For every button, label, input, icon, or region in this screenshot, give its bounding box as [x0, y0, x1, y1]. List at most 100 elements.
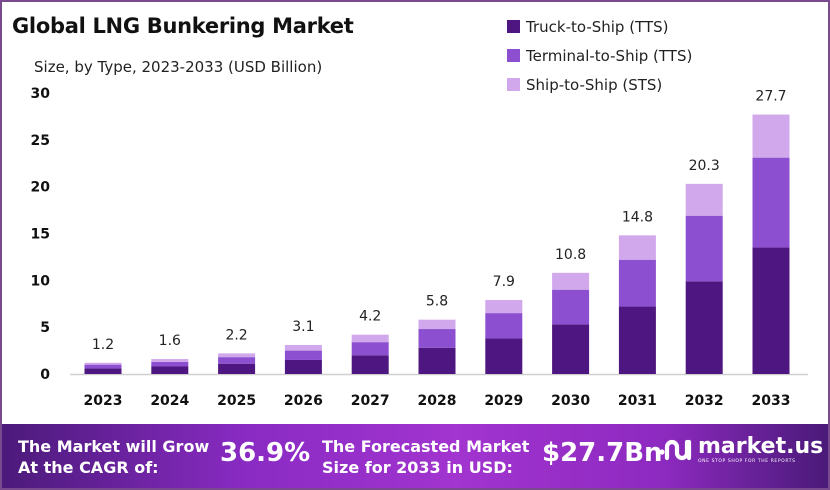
bar-segment-terminal-to-ship-tts: [685, 215, 723, 282]
brand-name: market.us: [698, 434, 824, 459]
bar-segment-ship-to-ship-sts: [284, 344, 322, 351]
bar-segment-ship-to-ship-sts: [151, 359, 189, 362]
x-axis: 2023 2024 2025 2026 2027 2028 2029 2030 2031 2032…: [84, 393, 791, 409]
bar-segment-truck-to-ship-tts: [218, 363, 256, 374]
bar-stack-2030: [552, 272, 590, 374]
bar-segment-terminal-to-ship-tts: [752, 157, 790, 248]
legend-item-truck-to-ship: Truck-to-Ship (TTS): [507, 12, 692, 41]
summary-banner: The Market will Grow At the CAGR of: 36.…: [2, 424, 828, 488]
data-label: 14.8: [622, 209, 653, 225]
data-label: 3.1: [292, 319, 314, 335]
y-tick-label: 0: [40, 367, 50, 383]
bar-stack-2023: [84, 362, 122, 374]
bar-stack-2032: [685, 183, 723, 374]
bar-segment-truck-to-ship-tts: [418, 347, 456, 374]
x-tick-label: 2027: [351, 393, 390, 409]
x-tick-label: 2033: [752, 393, 791, 409]
y-tick-label: 20: [31, 180, 51, 196]
y-tick-label: 25: [31, 133, 50, 149]
cagr-caption: The Market will Grow At the CAGR of:: [18, 436, 209, 478]
bar-segment-truck-to-ship-tts: [351, 355, 389, 374]
x-tick-label: 2025: [217, 393, 256, 409]
brand-logo[interactable]: market.us ONE STOP SHOP FOR THE REPORTS: [658, 436, 823, 464]
bars: 1.2 1.6 2.2 3.1 4.2 5.8 7.9 10.8 14.8 20.3 27.7: [84, 89, 790, 374]
y-tick-label: 30: [31, 86, 51, 102]
x-tick-label: 2031: [618, 393, 657, 409]
bar-segment-truck-to-ship-tts: [151, 366, 189, 374]
data-label: 1.6: [159, 333, 181, 349]
market-us-logo-icon: [659, 439, 692, 461]
bar-segment-truck-to-ship-tts: [685, 281, 723, 374]
data-label: 2.2: [225, 327, 247, 343]
bar-segment-ship-to-ship-sts: [84, 362, 122, 365]
brand-text: market.us ONE STOP SHOP FOR THE REPORTS: [698, 434, 824, 465]
forecast-caption-line2: Size for 2033 in USD:: [322, 458, 513, 477]
legend-item-ship-to-ship: Ship-to-Ship (STS): [507, 70, 692, 99]
chart-subtitle: Size, by Type, 2023-2033 (USD Billion): [34, 58, 323, 76]
bar-segment-ship-to-ship-sts: [218, 353, 256, 358]
x-tick-label: 2028: [418, 393, 457, 409]
bar-segment-ship-to-ship-sts: [552, 272, 590, 290]
bar-segment-ship-to-ship-sts: [418, 319, 456, 330]
bar-segment-terminal-to-ship-tts: [151, 361, 189, 367]
forecast-value: $27.7Bn: [542, 438, 663, 468]
bar-stack-2033: [752, 114, 790, 374]
legend-swatch-terminal-to-ship: [507, 49, 520, 62]
legend: Truck-to-Ship (TTS) Terminal-to-Ship (TT…: [507, 12, 692, 99]
y-tick-label: 10: [31, 273, 51, 289]
bar-stack-2027: [351, 334, 389, 374]
bar-segment-terminal-to-ship-tts: [618, 259, 656, 307]
bar-segment-truck-to-ship-tts: [752, 247, 790, 374]
data-label: 7.9: [493, 274, 515, 290]
forecast-caption-line1: The Forecasted Market: [322, 437, 530, 456]
bar-segment-truck-to-ship-tts: [618, 306, 656, 374]
bar-segment-terminal-to-ship-tts: [485, 313, 523, 339]
cagr-caption-line1: The Market will Grow: [18, 437, 210, 456]
bar-segment-terminal-to-ship-tts: [284, 350, 322, 360]
bar-stack-2024: [151, 359, 189, 374]
bar-stack-2026: [284, 344, 322, 374]
bar-segment-truck-to-ship-tts: [552, 324, 590, 374]
y-axis: 0 5 10 15 20 25 30: [31, 86, 51, 383]
legend-item-terminal-to-ship: Terminal-to-Ship (TTS): [507, 41, 692, 70]
bar-stack-2025: [218, 353, 256, 374]
bar-segment-terminal-to-ship-tts: [218, 357, 256, 364]
brand-tagline: ONE STOP SHOP FOR THE REPORTS: [698, 459, 796, 464]
y-tick-label: 15: [31, 227, 50, 243]
legend-swatch-ship-to-ship: [507, 78, 520, 91]
bar-stack-2028: [418, 319, 456, 374]
data-label: 1.2: [92, 337, 114, 353]
bar-stack-2029: [485, 300, 523, 374]
legend-label: Ship-to-Ship (STS): [526, 75, 663, 94]
bar-segment-ship-to-ship-sts: [351, 334, 389, 343]
bar-segment-terminal-to-ship-tts: [552, 289, 590, 325]
data-label: 4.2: [359, 309, 381, 325]
legend-swatch-truck-to-ship: [507, 20, 520, 33]
bar-segment-ship-to-ship-sts: [485, 300, 523, 314]
x-tick-label: 2023: [84, 393, 123, 409]
bar-segment-truck-to-ship-tts: [84, 368, 122, 374]
bar-segment-ship-to-ship-sts: [752, 114, 790, 158]
bar-segment-ship-to-ship-sts: [618, 235, 656, 260]
legend-label: Terminal-to-Ship (TTS): [526, 46, 693, 65]
bar-segment-ship-to-ship-sts: [685, 183, 723, 216]
x-tick-label: 2030: [551, 393, 590, 409]
data-label: 27.7: [755, 89, 786, 105]
bar-segment-truck-to-ship-tts: [284, 359, 322, 374]
x-tick-label: 2029: [484, 393, 523, 409]
x-tick-label: 2032: [685, 393, 724, 409]
data-label: 5.8: [426, 294, 448, 310]
data-label: 20.3: [689, 158, 720, 174]
bar-segment-terminal-to-ship-tts: [84, 364, 122, 369]
chart-title: Global LNG Bunkering Market: [12, 14, 354, 38]
bar-segment-terminal-to-ship-tts: [418, 329, 456, 348]
cagr-value: 36.9%: [220, 438, 311, 468]
cagr-caption-line2: At the CAGR of:: [18, 458, 159, 477]
bar-segment-terminal-to-ship-tts: [351, 342, 389, 356]
forecast-caption: The Forecasted Market Size for 2033 in U…: [322, 436, 529, 478]
x-tick-label: 2026: [284, 393, 323, 409]
bar-stack-2031: [618, 235, 656, 374]
data-label: 10.8: [555, 247, 586, 263]
